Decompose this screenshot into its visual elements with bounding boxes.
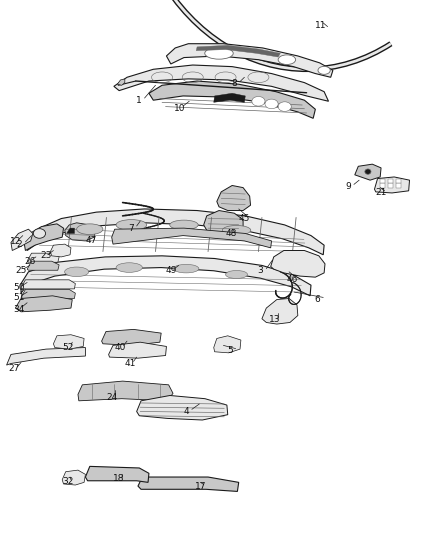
Ellipse shape bbox=[318, 66, 330, 74]
Ellipse shape bbox=[33, 229, 46, 238]
Text: 10: 10 bbox=[174, 104, 186, 112]
Polygon shape bbox=[388, 183, 393, 188]
Ellipse shape bbox=[252, 96, 265, 106]
Text: 2: 2 bbox=[17, 240, 22, 248]
Polygon shape bbox=[11, 229, 33, 251]
Ellipse shape bbox=[222, 225, 251, 235]
Polygon shape bbox=[214, 336, 241, 353]
Polygon shape bbox=[27, 209, 324, 255]
Ellipse shape bbox=[77, 224, 103, 235]
Polygon shape bbox=[102, 329, 161, 345]
Ellipse shape bbox=[170, 220, 198, 230]
Polygon shape bbox=[380, 183, 385, 188]
Text: 45: 45 bbox=[239, 214, 250, 223]
Text: 47: 47 bbox=[85, 237, 97, 245]
Text: 23: 23 bbox=[40, 252, 52, 260]
Polygon shape bbox=[380, 179, 385, 183]
Text: 4: 4 bbox=[183, 407, 189, 416]
Polygon shape bbox=[85, 466, 149, 482]
Text: 48: 48 bbox=[226, 230, 237, 238]
Ellipse shape bbox=[278, 55, 296, 64]
Ellipse shape bbox=[64, 267, 88, 277]
Polygon shape bbox=[396, 183, 401, 188]
Polygon shape bbox=[138, 477, 239, 491]
Text: 51: 51 bbox=[13, 293, 25, 302]
Text: 50: 50 bbox=[13, 284, 25, 292]
Text: 8: 8 bbox=[231, 79, 237, 88]
Polygon shape bbox=[114, 65, 328, 101]
Text: 1: 1 bbox=[136, 96, 141, 104]
Polygon shape bbox=[67, 228, 74, 233]
Text: 7: 7 bbox=[128, 224, 134, 232]
Text: 27: 27 bbox=[9, 365, 20, 373]
Polygon shape bbox=[396, 179, 401, 183]
Polygon shape bbox=[21, 256, 311, 296]
Text: 41: 41 bbox=[125, 359, 136, 368]
Text: 18: 18 bbox=[113, 474, 124, 483]
Polygon shape bbox=[137, 395, 228, 420]
Polygon shape bbox=[271, 251, 325, 277]
Text: 25: 25 bbox=[15, 266, 27, 275]
Polygon shape bbox=[21, 280, 75, 289]
Polygon shape bbox=[196, 45, 280, 57]
Polygon shape bbox=[78, 381, 173, 401]
Ellipse shape bbox=[116, 220, 147, 230]
Ellipse shape bbox=[365, 169, 371, 174]
Text: 52: 52 bbox=[62, 343, 74, 352]
Polygon shape bbox=[53, 335, 84, 349]
Text: 5: 5 bbox=[227, 346, 233, 355]
Polygon shape bbox=[15, 296, 72, 312]
Text: 24: 24 bbox=[106, 393, 117, 401]
Polygon shape bbox=[7, 348, 85, 365]
Polygon shape bbox=[117, 79, 125, 85]
Text: 11: 11 bbox=[314, 21, 326, 29]
Polygon shape bbox=[166, 44, 333, 77]
Polygon shape bbox=[355, 164, 381, 180]
Text: 9: 9 bbox=[345, 182, 351, 191]
Polygon shape bbox=[21, 289, 75, 298]
Text: 12: 12 bbox=[10, 238, 21, 246]
Polygon shape bbox=[109, 342, 166, 358]
Text: 40: 40 bbox=[115, 343, 126, 352]
Polygon shape bbox=[388, 179, 393, 183]
Ellipse shape bbox=[173, 264, 199, 273]
Text: 34: 34 bbox=[13, 305, 25, 313]
Polygon shape bbox=[50, 244, 71, 257]
Text: 46: 46 bbox=[287, 275, 298, 284]
Polygon shape bbox=[217, 185, 251, 211]
Text: 32: 32 bbox=[62, 478, 74, 486]
Polygon shape bbox=[112, 228, 272, 248]
Ellipse shape bbox=[278, 102, 291, 111]
Ellipse shape bbox=[205, 47, 233, 59]
Polygon shape bbox=[149, 81, 315, 118]
Polygon shape bbox=[27, 253, 59, 262]
Polygon shape bbox=[214, 93, 245, 102]
Text: 17: 17 bbox=[195, 482, 206, 491]
Ellipse shape bbox=[265, 99, 278, 109]
Polygon shape bbox=[24, 224, 64, 251]
Text: 13: 13 bbox=[269, 316, 281, 324]
Ellipse shape bbox=[226, 271, 247, 279]
Text: 6: 6 bbox=[314, 295, 320, 304]
Polygon shape bbox=[62, 470, 85, 485]
Text: 49: 49 bbox=[166, 266, 177, 275]
Text: 21: 21 bbox=[376, 189, 387, 197]
Polygon shape bbox=[204, 211, 243, 233]
Polygon shape bbox=[279, 253, 306, 269]
Polygon shape bbox=[374, 177, 410, 193]
Polygon shape bbox=[262, 298, 298, 324]
Polygon shape bbox=[27, 261, 59, 270]
Text: 3: 3 bbox=[258, 266, 263, 275]
Ellipse shape bbox=[116, 263, 142, 272]
Text: 26: 26 bbox=[24, 257, 35, 265]
Polygon shape bbox=[65, 223, 95, 241]
